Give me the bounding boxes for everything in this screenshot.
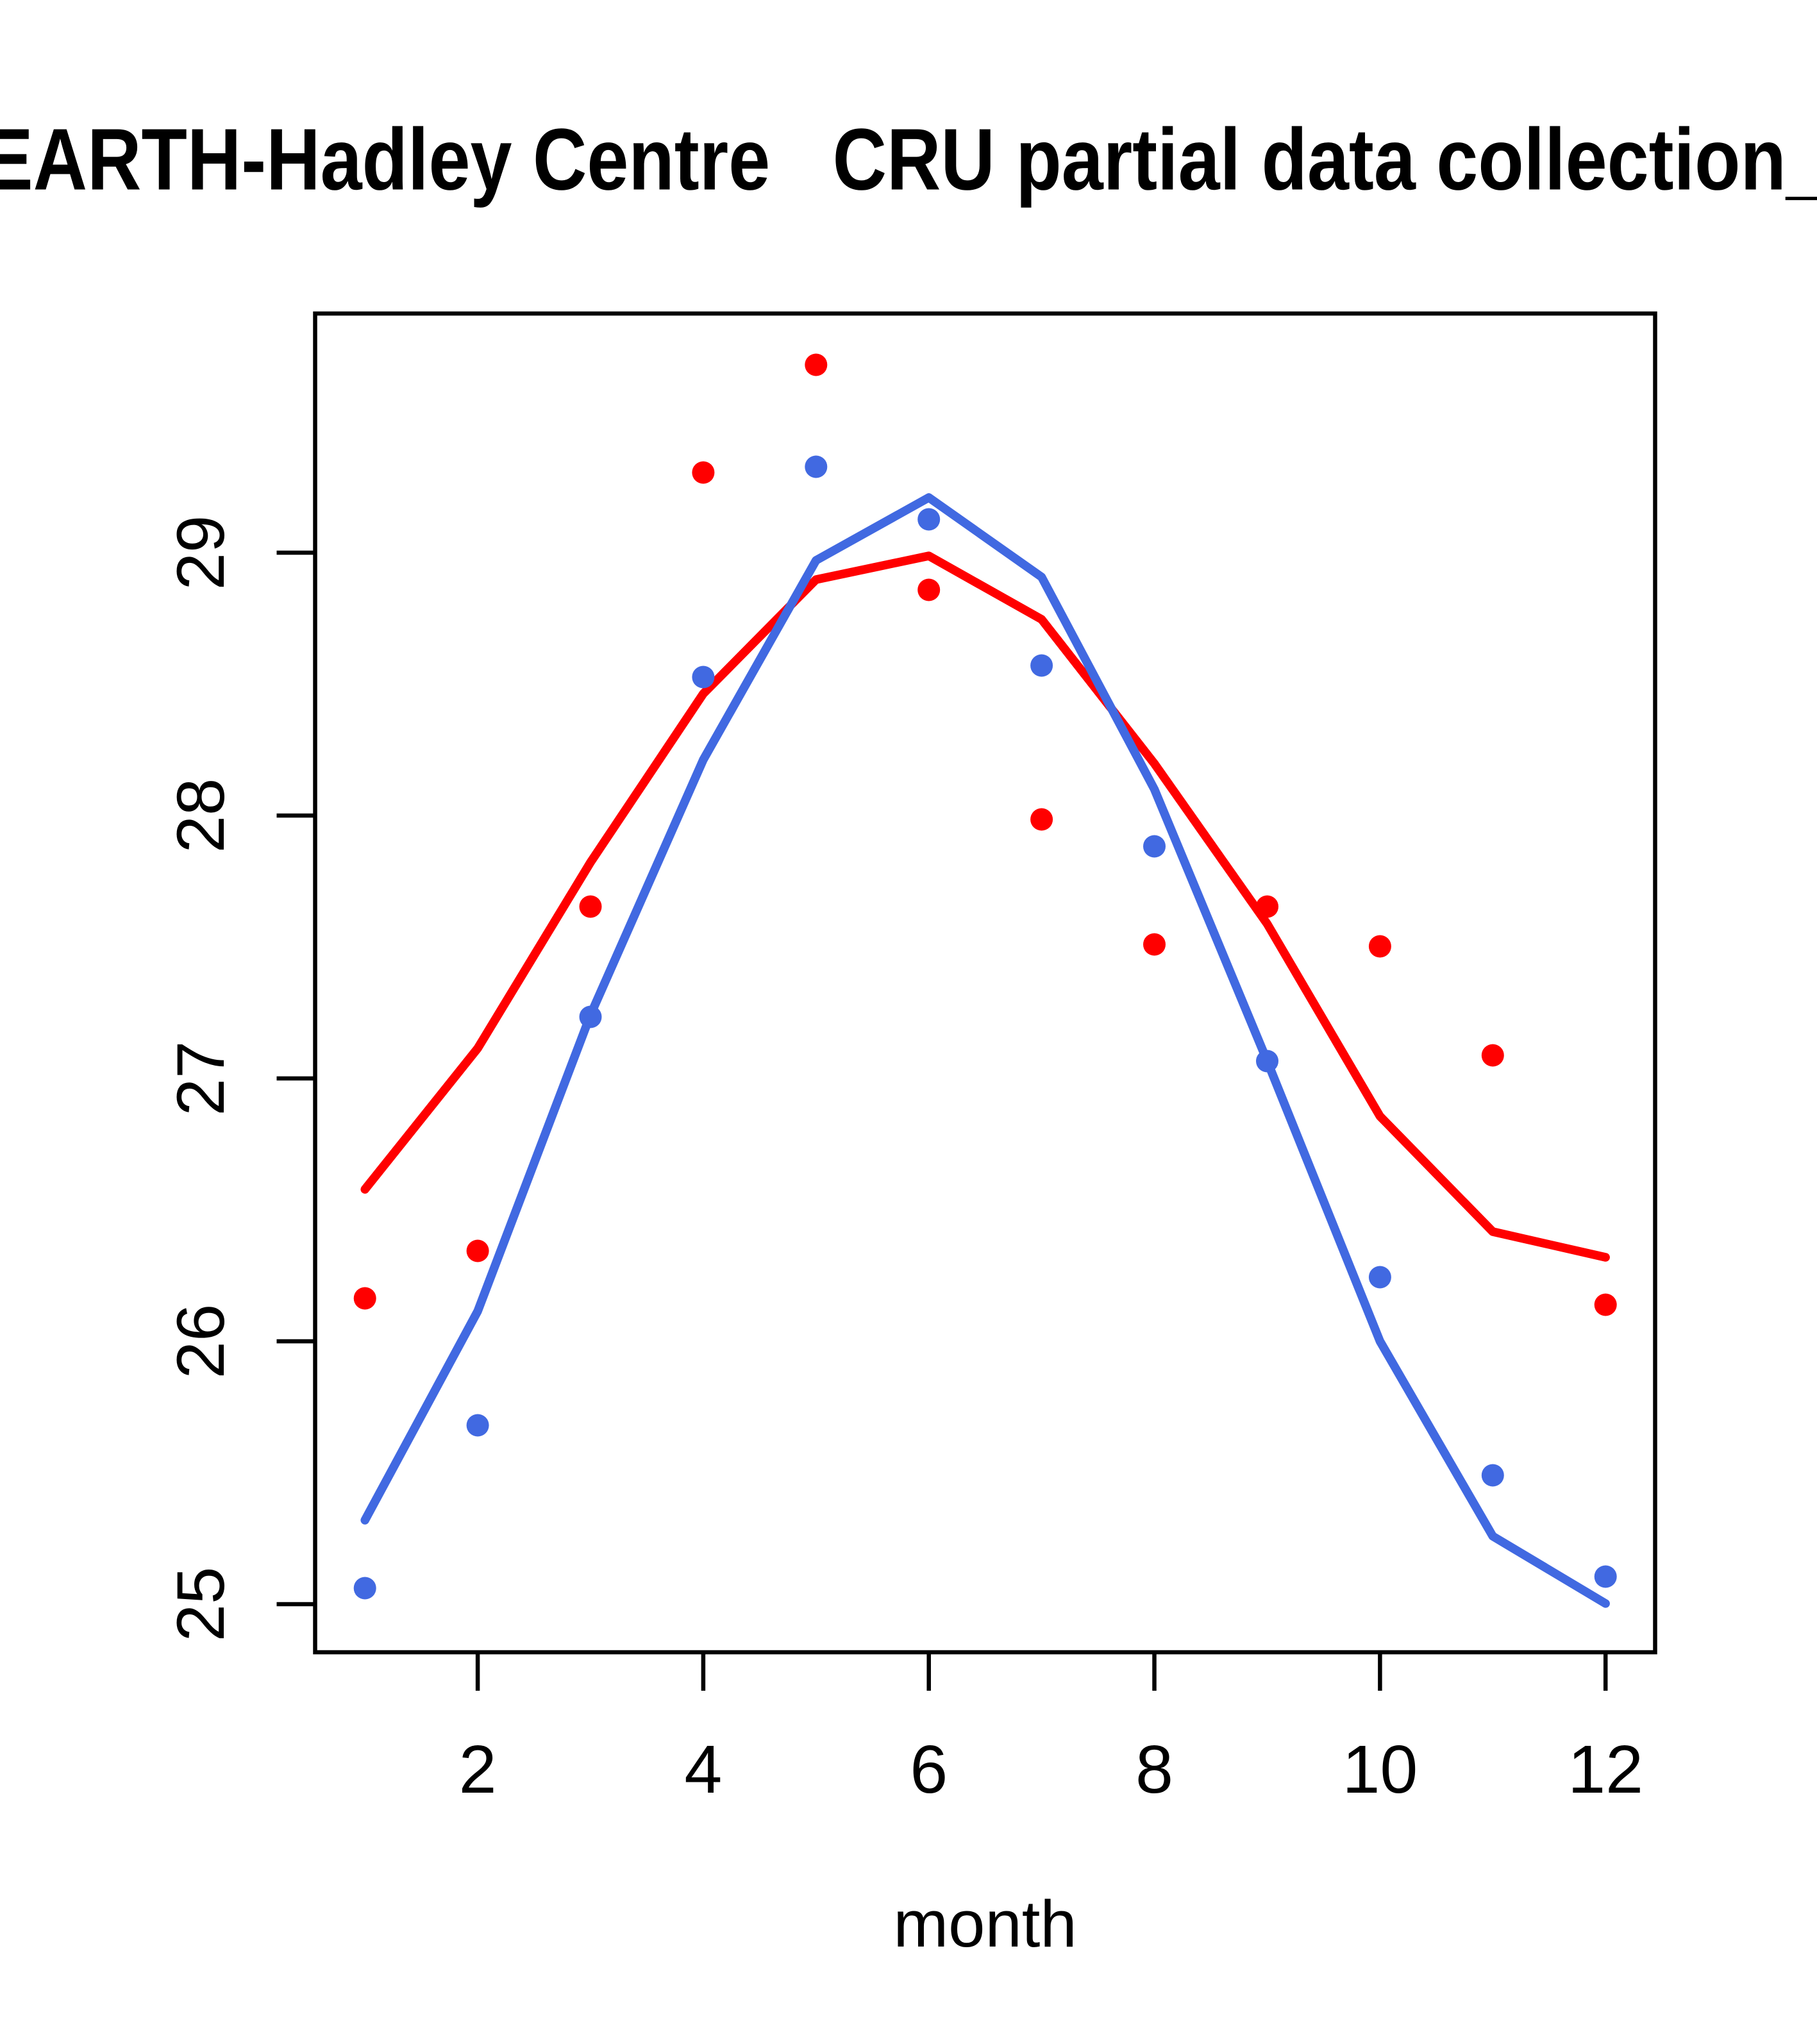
svg-text:6: 6 xyxy=(910,1732,948,1807)
svg-text:25: 25 xyxy=(163,1567,239,1642)
svg-text:26: 26 xyxy=(163,1304,239,1379)
svg-text:2: 2 xyxy=(459,1732,497,1807)
svg-text:28: 28 xyxy=(163,778,239,853)
svg-text:10: 10 xyxy=(1342,1732,1418,1807)
svg-text:29: 29 xyxy=(163,515,239,591)
svg-text:4: 4 xyxy=(684,1732,722,1807)
svg-text:8: 8 xyxy=(1135,1732,1173,1807)
svg-text:EARTH-Hadley Centre CRU part: EARTH-Hadley Centre CRU partial data col… xyxy=(0,110,1817,208)
svg-text:27: 27 xyxy=(163,1041,239,1116)
svg-text:12: 12 xyxy=(1568,1732,1643,1807)
svg-text:month: month xyxy=(893,1887,1076,1961)
